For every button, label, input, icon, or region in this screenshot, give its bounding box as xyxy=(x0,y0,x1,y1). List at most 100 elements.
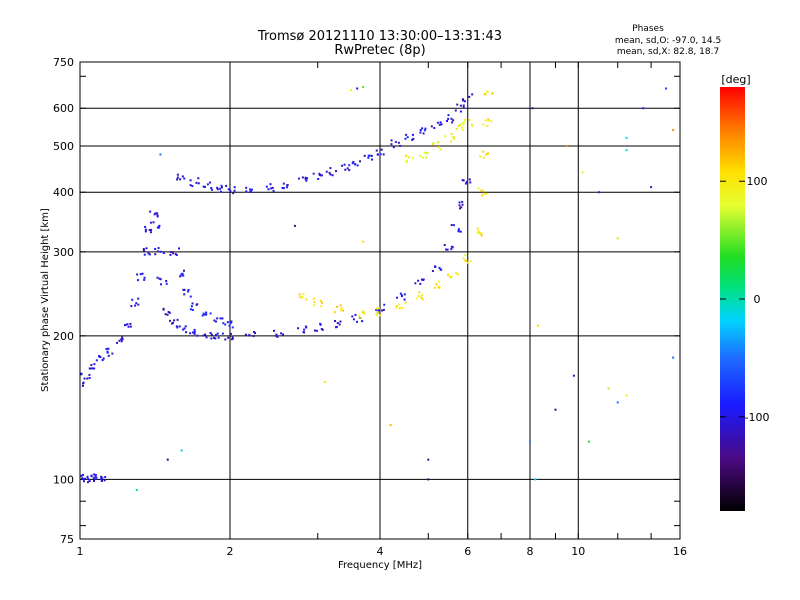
data-point xyxy=(196,303,199,306)
data-point xyxy=(356,164,359,167)
data-point xyxy=(104,476,107,479)
data-point xyxy=(419,131,422,134)
data-point xyxy=(193,328,196,331)
data-point xyxy=(118,339,121,342)
data-point xyxy=(360,316,363,319)
data-point xyxy=(147,252,150,255)
data-point xyxy=(406,136,409,139)
data-point xyxy=(276,335,279,338)
data-point xyxy=(367,154,370,157)
data-point xyxy=(481,194,484,197)
data-point xyxy=(313,329,316,332)
data-point xyxy=(566,144,569,147)
data-point xyxy=(229,332,232,335)
data-point xyxy=(421,156,424,159)
data-point xyxy=(88,373,91,376)
data-point xyxy=(193,330,196,333)
data-point xyxy=(431,269,434,272)
data-point xyxy=(166,313,169,316)
data-point xyxy=(107,347,110,350)
data-point xyxy=(102,357,105,360)
data-point xyxy=(209,331,212,334)
data-point xyxy=(454,109,457,112)
data-point xyxy=(625,394,628,397)
data-point xyxy=(298,296,301,299)
data-point xyxy=(419,154,422,157)
data-point xyxy=(193,332,196,335)
data-point xyxy=(93,367,96,370)
data-point xyxy=(304,178,307,181)
data-point xyxy=(154,248,157,251)
data-point xyxy=(434,265,437,268)
data-point xyxy=(303,328,306,331)
data-point xyxy=(458,204,461,207)
data-point xyxy=(482,156,485,159)
data-point xyxy=(433,127,436,130)
data-point xyxy=(159,250,162,253)
data-point xyxy=(395,296,398,299)
data-point xyxy=(195,181,198,184)
data-point xyxy=(531,107,534,110)
data-point xyxy=(436,141,439,144)
y-tick-label: 200 xyxy=(53,330,74,343)
data-point xyxy=(305,298,308,301)
data-point xyxy=(286,184,289,187)
data-point xyxy=(336,305,339,308)
data-point xyxy=(397,141,400,144)
data-point xyxy=(137,303,140,306)
data-point xyxy=(249,190,252,193)
data-point xyxy=(468,118,471,121)
data-point xyxy=(143,278,146,281)
data-point xyxy=(480,232,483,235)
data-point xyxy=(485,153,488,156)
data-point xyxy=(219,317,222,320)
data-point xyxy=(181,175,184,178)
colorbar-label: [deg] xyxy=(721,73,750,86)
data-point xyxy=(318,174,321,177)
data-point xyxy=(187,290,190,293)
data-point xyxy=(183,288,186,291)
data-point xyxy=(135,302,138,305)
data-point xyxy=(351,315,354,318)
data-point xyxy=(455,272,458,275)
data-point xyxy=(464,118,467,121)
data-point xyxy=(377,307,380,310)
data-point xyxy=(361,320,364,323)
data-point xyxy=(468,95,471,98)
data-point xyxy=(233,186,236,189)
data-point xyxy=(367,156,370,159)
data-point xyxy=(377,309,380,312)
data-point xyxy=(298,293,301,296)
data-point xyxy=(111,352,114,355)
data-point xyxy=(168,319,171,322)
data-point xyxy=(334,326,337,329)
data-point xyxy=(100,475,103,478)
data-point xyxy=(183,327,186,330)
data-point xyxy=(168,311,171,314)
data-point xyxy=(205,336,208,339)
data-point xyxy=(423,129,426,132)
data-point xyxy=(328,171,331,174)
data-point xyxy=(226,321,229,324)
data-point xyxy=(156,214,159,217)
data-point xyxy=(437,280,440,283)
data-point xyxy=(450,245,453,248)
data-point xyxy=(229,322,232,325)
data-point xyxy=(145,247,148,250)
data-point xyxy=(156,212,159,215)
data-point xyxy=(426,151,429,154)
data-point xyxy=(390,143,393,146)
data-point xyxy=(471,123,474,126)
data-point xyxy=(457,230,460,233)
data-point xyxy=(341,164,344,167)
data-point xyxy=(405,133,408,136)
data-point xyxy=(320,299,323,302)
data-point xyxy=(650,186,653,189)
data-point xyxy=(181,272,184,275)
data-point xyxy=(339,304,342,307)
data-point xyxy=(352,318,355,321)
data-point xyxy=(89,367,92,370)
data-point xyxy=(83,477,86,480)
data-point xyxy=(153,213,156,216)
y-tick-label: 750 xyxy=(53,56,74,69)
